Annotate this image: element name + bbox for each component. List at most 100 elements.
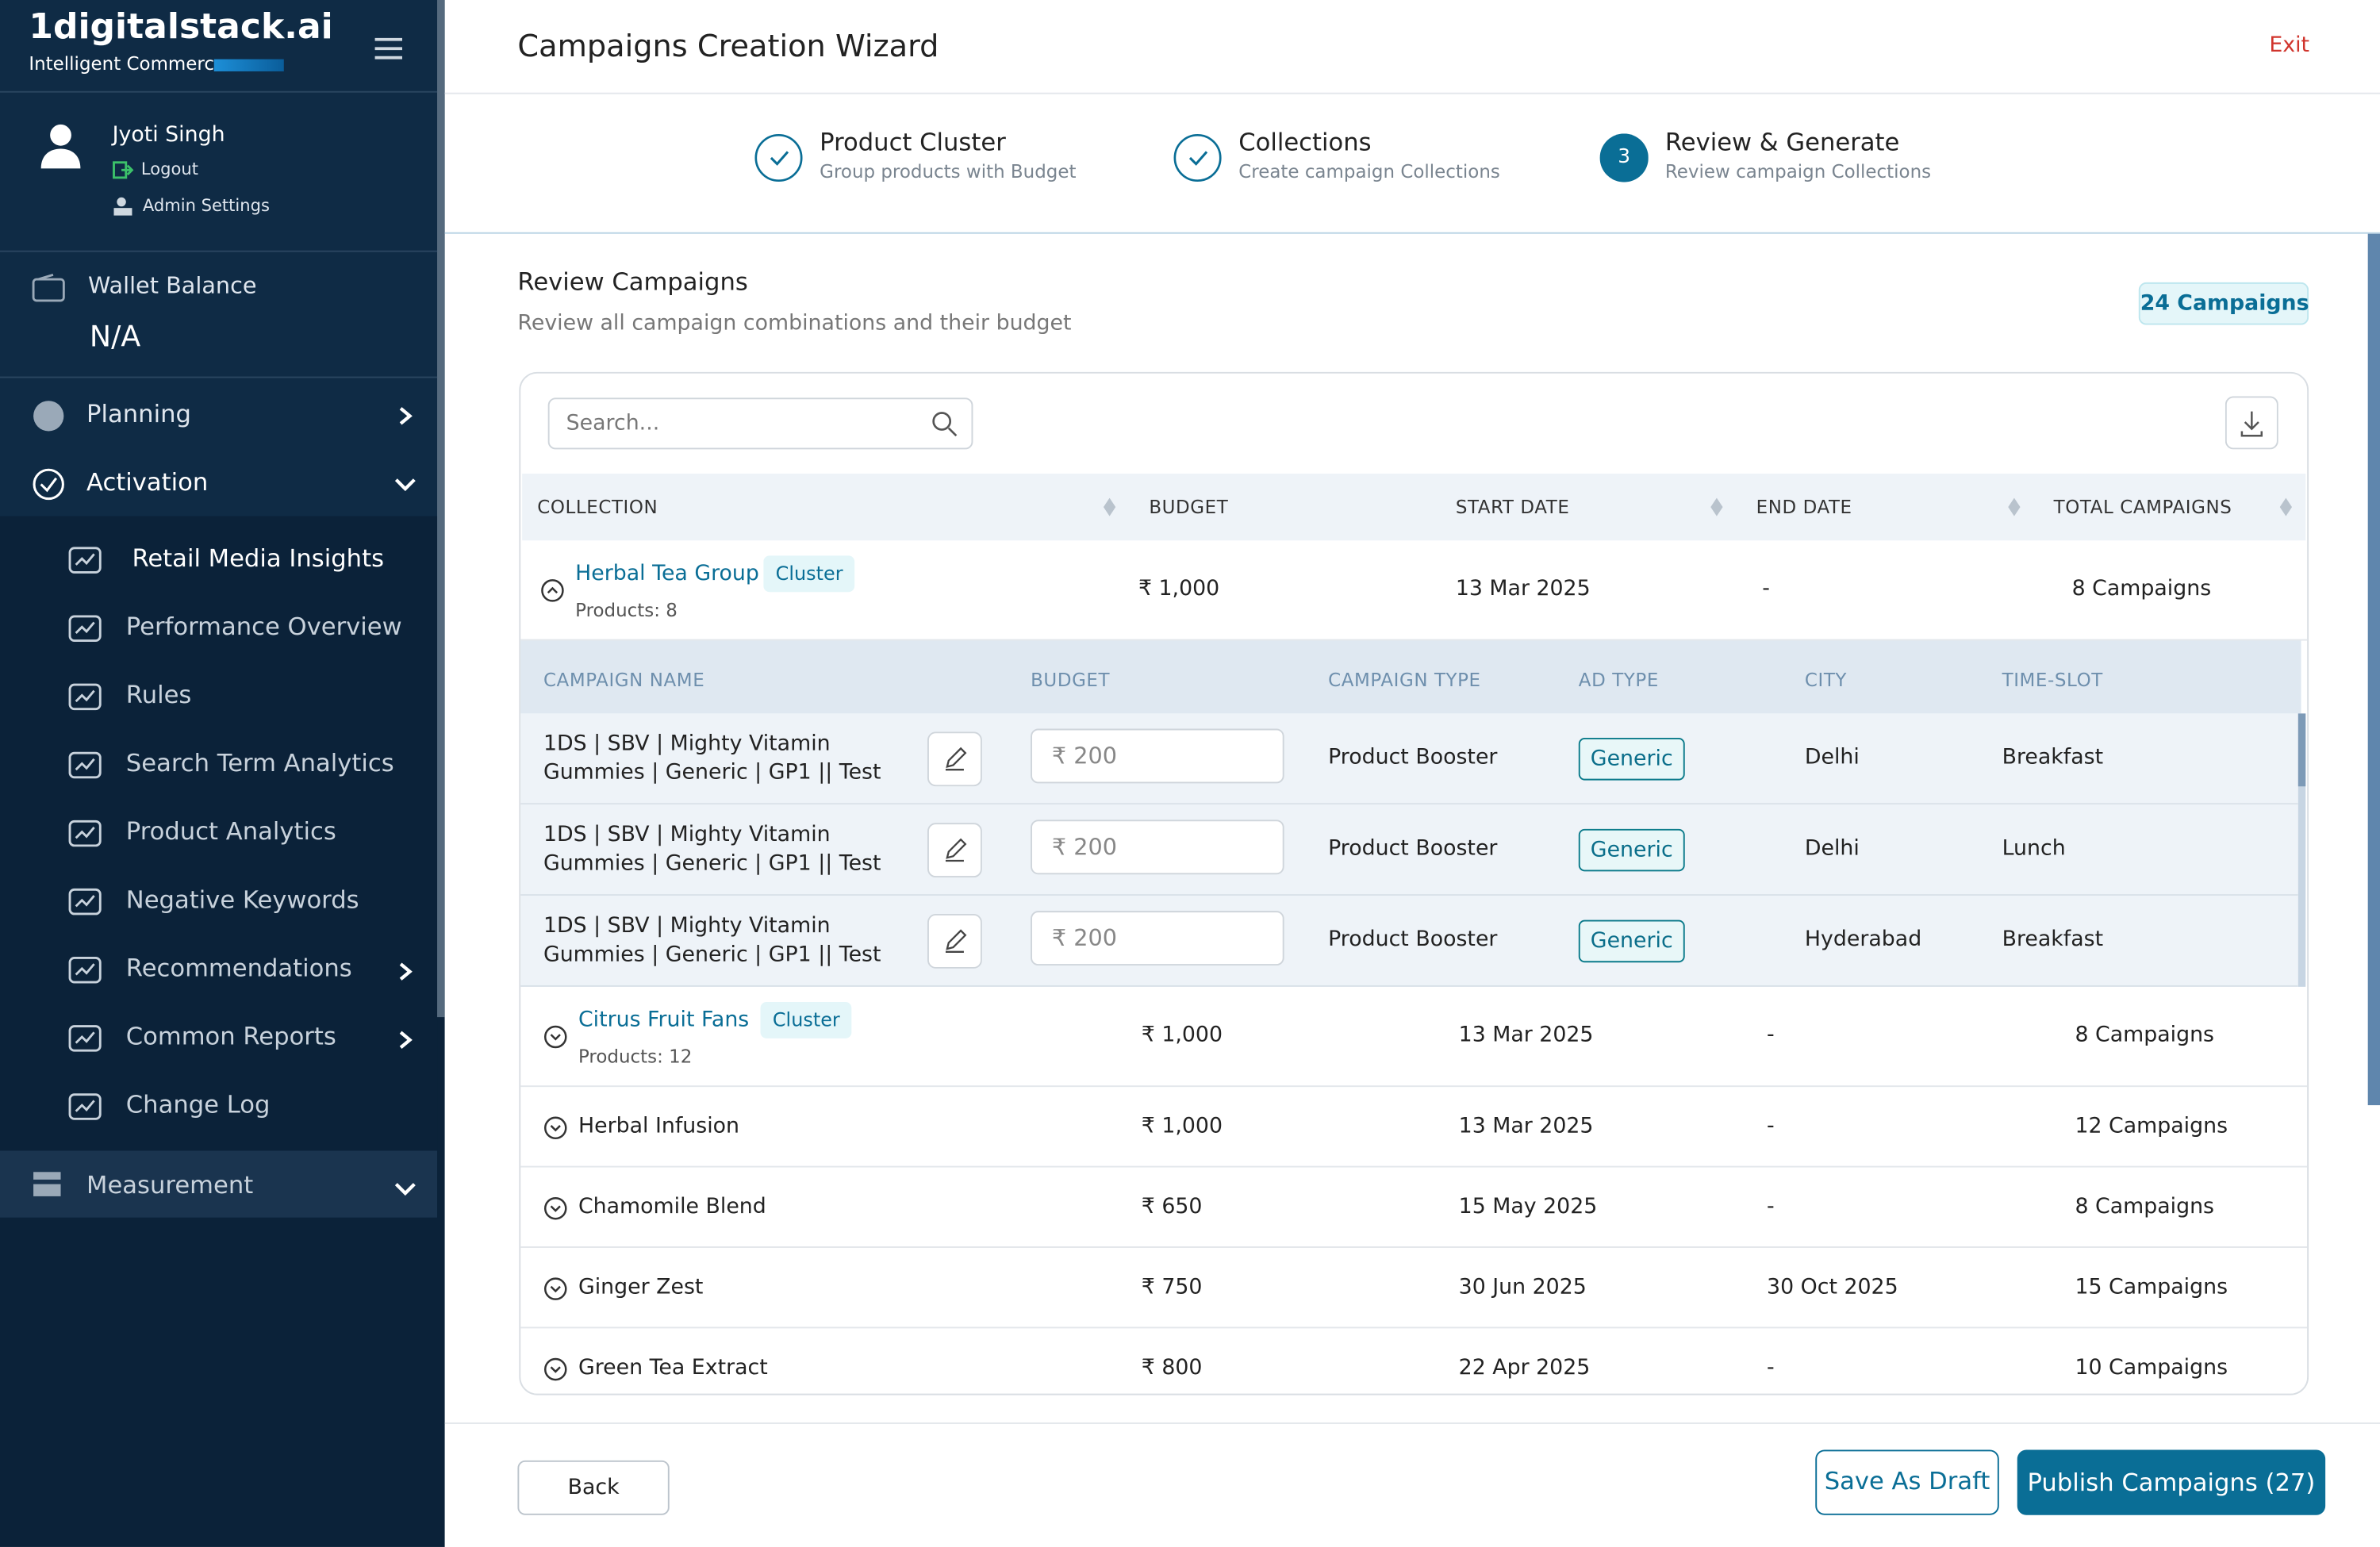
ad-type-badge: Generic — [1578, 919, 1685, 963]
sort-icon — [2279, 497, 2293, 516]
menu-icon[interactable] — [374, 36, 404, 61]
row-divider — [520, 639, 2308, 641]
exit-link[interactable]: Exit — [2269, 33, 2310, 58]
menu-icon[interactable] — [67, 954, 103, 987]
sort-icon — [2008, 497, 2021, 516]
draft-button[interactable]: Save As Draft — [1815, 1449, 1999, 1515]
subtable-row — [520, 804, 2298, 896]
download-button[interactable] — [2225, 396, 2278, 450]
city: Hyderabad — [1804, 927, 1922, 952]
tagline: Intelligent Commerce — [29, 52, 226, 75]
activation-icon[interactable] — [32, 467, 65, 501]
menu-item[interactable]: Product Analytics — [125, 816, 336, 846]
subcolumn-header: AD TYPE — [1578, 669, 1659, 691]
expand-toggle[interactable] — [543, 1115, 568, 1140]
nav-measurement[interactable]: Measurement — [86, 1170, 254, 1200]
expand-toggle[interactable] — [543, 1276, 568, 1301]
expand-toggle[interactable] — [540, 578, 565, 603]
end-date: - — [1762, 577, 1770, 601]
brand: 1digitalstack.ai — [29, 7, 333, 48]
column-header[interactable]: TOTAL CAMPAIGNS — [2053, 496, 2232, 518]
column-header[interactable]: START DATE — [1455, 496, 1570, 518]
nav-planning[interactable]: Planning — [86, 399, 191, 428]
end-date: - — [1767, 1023, 1775, 1048]
budget-input[interactable]: ₹ 200 — [1031, 728, 1284, 784]
cluster-tag: Cluster — [760, 1001, 853, 1038]
menu-icon[interactable] — [67, 1090, 103, 1123]
chevron-right[interactable] — [396, 405, 414, 427]
menu-item[interactable]: Performance Overview — [125, 612, 402, 641]
menu-item[interactable]: Change Log — [125, 1089, 271, 1119]
subtable-scrollbar — [2297, 713, 2306, 987]
chevron-right[interactable] — [396, 1029, 414, 1050]
back-button[interactable]: Back — [517, 1460, 670, 1515]
planning-icon[interactable] — [32, 399, 65, 432]
column-header[interactable]: COLLECTION — [537, 496, 658, 518]
campaign-name: 1DS | SBV | Mighty Vitamin Gummies | Gen… — [543, 823, 881, 877]
admin-icon[interactable] — [113, 196, 134, 216]
menu-item-active[interactable]: Retail Media Insights — [132, 543, 385, 573]
expand-toggle[interactable] — [543, 1196, 568, 1221]
expand-toggle[interactable] — [543, 1025, 568, 1050]
menu-item[interactable]: Recommendations — [125, 953, 352, 983]
divider — [0, 376, 438, 378]
edit-button[interactable] — [927, 731, 982, 787]
menu-item[interactable]: Negative Keywords — [125, 885, 359, 914]
expand-toggle[interactable] — [543, 1357, 568, 1382]
divider — [0, 90, 438, 93]
budget-input[interactable]: ₹ 200 — [1031, 911, 1284, 966]
subcolumn-header: CITY — [1804, 669, 1848, 691]
chevron-right[interactable] — [396, 961, 414, 982]
cluster-tag: Cluster — [763, 555, 855, 593]
budget-input[interactable]: ₹ 200 — [1031, 820, 1284, 875]
scrollbar — [437, 0, 445, 1018]
admin-settings[interactable]: Admin Settings — [142, 195, 270, 216]
logout[interactable]: Logout — [140, 159, 199, 179]
menu-item[interactable]: Rules — [125, 680, 192, 709]
chevron-down[interactable] — [393, 1181, 418, 1196]
page-title: Campaigns Creation Wizard — [517, 27, 939, 64]
budget: ₹ 750 — [1141, 1275, 1203, 1300]
collection-name[interactable]: Citrus Fruit Fans — [578, 1008, 750, 1033]
column-header[interactable]: BUDGET — [1149, 496, 1229, 518]
menu-icon[interactable] — [67, 680, 103, 713]
menu-icon[interactable] — [67, 885, 103, 919]
menu-item[interactable]: Common Reports — [125, 1021, 336, 1051]
logout-icon[interactable] — [113, 161, 134, 179]
time-slot: Breakfast — [2002, 745, 2104, 770]
section-subtitle: Review all campaign combinations and the… — [517, 311, 1072, 336]
divider — [0, 250, 438, 252]
page-scrollbar — [2367, 233, 2380, 1106]
campaign-type: Product Booster — [1328, 836, 1498, 862]
edit-button[interactable] — [927, 913, 982, 969]
step-title: Review & Generate — [1664, 127, 1900, 157]
submenu — [0, 516, 438, 1151]
publish-button[interactable]: Publish Campaigns (27) — [2017, 1449, 2326, 1515]
time-slot: Breakfast — [2002, 927, 2104, 952]
search-input[interactable]: Search... — [547, 397, 973, 450]
chevron-down[interactable] — [393, 477, 418, 492]
subtable-header — [520, 640, 2301, 714]
menu-item[interactable]: Search Term Analytics — [125, 748, 394, 777]
menu-icon[interactable] — [67, 612, 103, 645]
menu-icon[interactable] — [67, 748, 103, 781]
end-date: - — [1767, 1355, 1775, 1380]
column-header[interactable]: END DATE — [1756, 496, 1852, 518]
start-date: 13 Mar 2025 — [1458, 1023, 1594, 1048]
divider — [444, 1422, 2380, 1424]
menu-icon[interactable] — [67, 817, 103, 850]
menu-icon[interactable] — [67, 543, 103, 577]
step-subtitle: Review campaign Collections — [1664, 160, 1932, 182]
total-campaigns: 8 Campaigns — [2075, 1023, 2215, 1048]
nav-activation[interactable]: Activation — [86, 467, 209, 497]
end-date: - — [1767, 1195, 1775, 1219]
collection-name[interactable]: Herbal Tea Group — [575, 562, 759, 586]
start-date: 13 Mar 2025 — [1455, 577, 1591, 601]
measurement-icon[interactable] — [32, 1170, 62, 1197]
edit-button[interactable] — [927, 823, 982, 878]
measurement-row — [0, 1150, 438, 1218]
menu-icon[interactable] — [67, 1022, 103, 1055]
ad-type-badge: Generic — [1578, 828, 1685, 872]
total-campaigns: 10 Campaigns — [2075, 1355, 2228, 1380]
